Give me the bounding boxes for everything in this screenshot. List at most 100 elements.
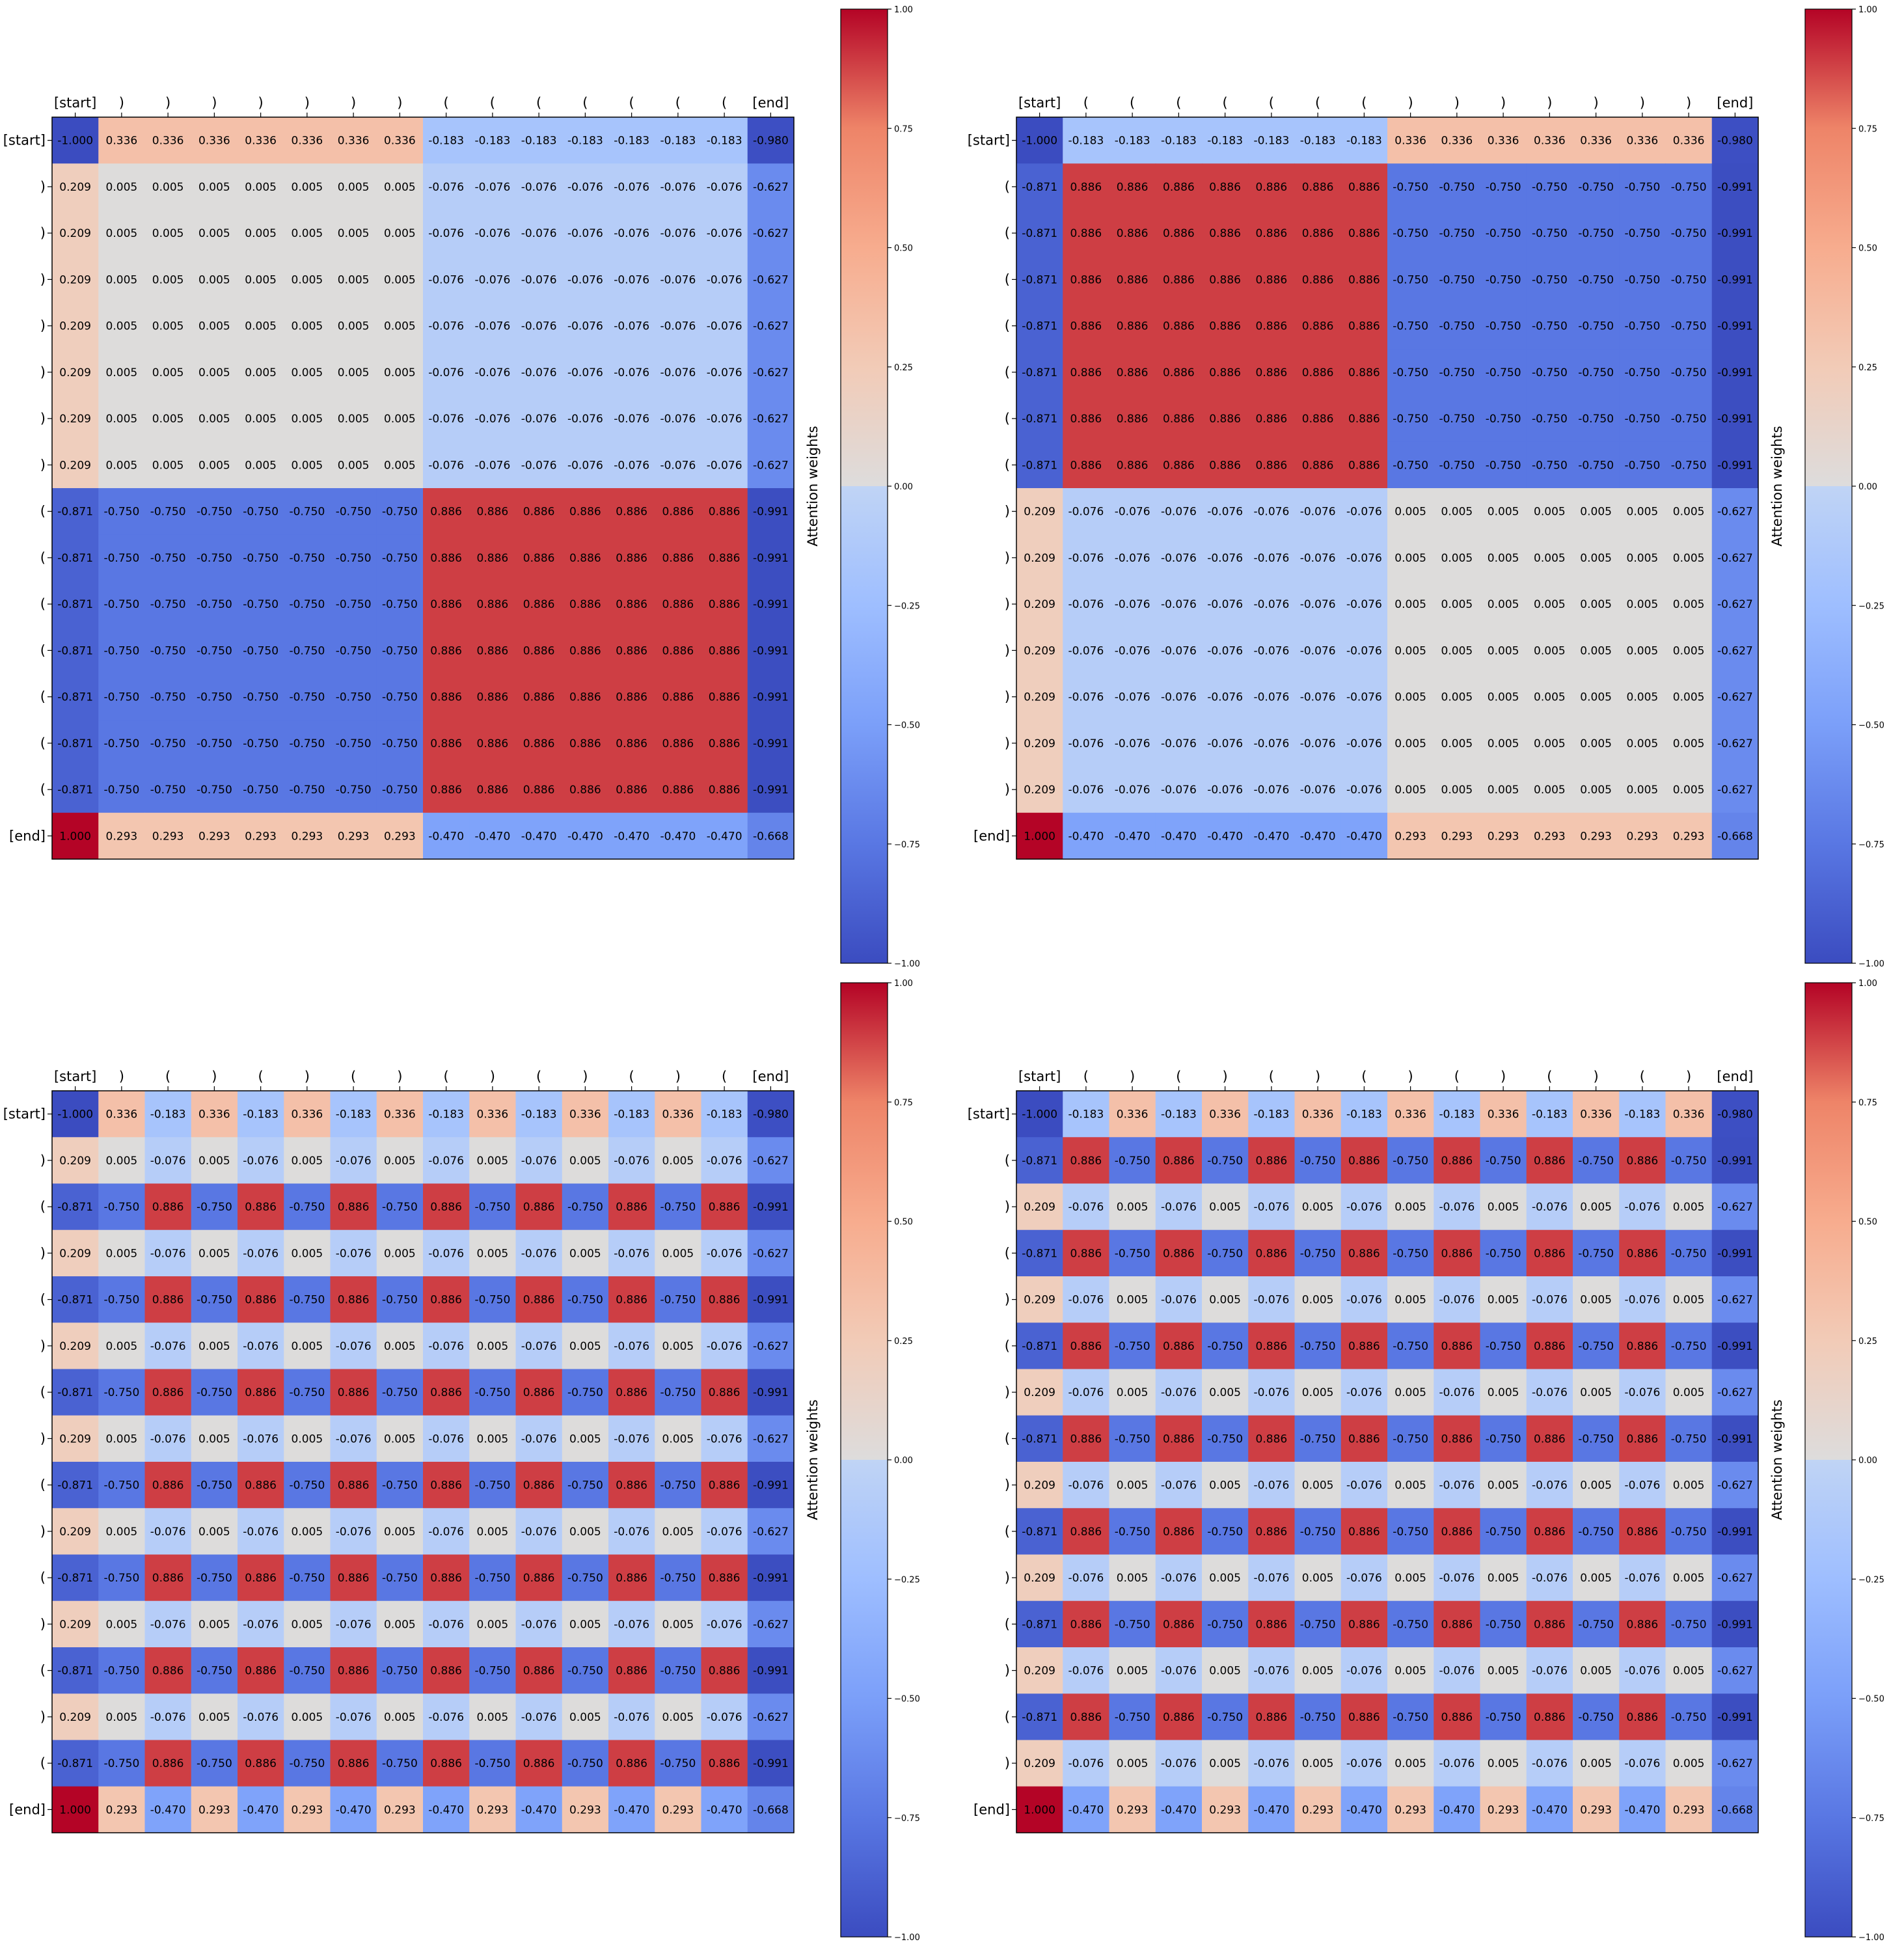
cell-value-label: -0.750 xyxy=(243,737,279,750)
heatmap-cell xyxy=(1340,1647,1388,1694)
heatmap-cell xyxy=(1340,488,1388,535)
cell-value-label: -0.871 xyxy=(57,644,93,657)
heatmap-cell xyxy=(1526,766,1573,814)
heatmap-cell xyxy=(469,163,516,210)
heatmap-cell xyxy=(284,1276,331,1323)
heatmap-cell xyxy=(1711,117,1759,164)
cell-value-label: 0.886 xyxy=(523,784,555,797)
cell-value-label: 0.886 xyxy=(1163,459,1195,472)
cell-value-label: 0.005 xyxy=(106,273,138,286)
heatmap-cell xyxy=(238,1740,284,1787)
cell-value-label: -0.076 xyxy=(567,459,603,472)
cell-value-label: -0.750 xyxy=(1671,320,1707,333)
cell-value-label: 0.005 xyxy=(1673,691,1705,704)
heatmap-cell xyxy=(1526,1786,1573,1833)
heatmap-cell xyxy=(423,1508,470,1555)
cell-value-label: 0.886 xyxy=(1534,1247,1566,1260)
cell-value-label: 0.336 xyxy=(1394,135,1426,148)
heatmap-cell xyxy=(1434,163,1480,210)
heatmap-cell xyxy=(1294,303,1342,349)
y-tick-label: ( xyxy=(40,1663,46,1679)
cell-value-label: 0.886 xyxy=(477,552,509,565)
cell-value-label: -0.076 xyxy=(1207,506,1243,519)
y-tick-label: ) xyxy=(40,1153,46,1168)
cell-value-label: 0.293 xyxy=(1441,830,1473,843)
heatmap-frame xyxy=(1016,1090,1759,1833)
heatmap-cell xyxy=(1340,812,1388,860)
x-tick-label: [end] xyxy=(1717,95,1753,111)
cell-value-label: -0.076 xyxy=(428,1711,464,1724)
heatmap-cell xyxy=(1573,303,1620,349)
heatmap-cell xyxy=(1480,1600,1527,1648)
cell-value-label: 0.293 xyxy=(1394,1803,1426,1816)
cell-value-label: -0.470 xyxy=(1300,830,1336,843)
cell-value-label: -0.750 xyxy=(243,644,279,657)
heatmap-cell xyxy=(1434,1508,1480,1555)
cell-value-label: 0.886 xyxy=(1348,320,1380,333)
heatmap-panel-2: -1.000 -0.183 -0.183 -0.183 -0.183 -0.183 -0.1… xyxy=(968,5,1884,969)
cell-value-label: 0.005 xyxy=(1394,1479,1426,1492)
heatmap-cell xyxy=(144,441,192,489)
cell-value-label: 0.005 xyxy=(198,227,230,240)
cell-value-label: 0.209 xyxy=(59,413,91,426)
cell-value-label: -0.076 xyxy=(243,1247,279,1260)
heatmap-cell xyxy=(1619,1508,1666,1555)
y-tick-label: ( xyxy=(1005,1338,1010,1354)
cell-value-label: -0.750 xyxy=(1393,227,1428,240)
cell-value-label: -0.076 xyxy=(1161,784,1197,797)
heatmap-cell xyxy=(191,1369,238,1416)
heatmap-cell xyxy=(376,349,424,396)
cell-value-label: 0.005 xyxy=(198,413,230,426)
heatmap-cell xyxy=(655,303,701,349)
cell-value-label: 0.005 xyxy=(198,1432,230,1446)
cell-value-label: -0.627 xyxy=(1717,1294,1753,1307)
cell-value-label: -0.750 xyxy=(150,691,186,704)
heatmap-cell xyxy=(1434,627,1480,674)
cell-value-label: -0.076 xyxy=(150,1340,186,1353)
heatmap-cell xyxy=(1573,1369,1620,1416)
heatmap-cell xyxy=(1573,163,1620,210)
heatmap-cell xyxy=(1063,163,1109,210)
cell-value-label: 0.886 xyxy=(1256,459,1288,472)
heatmap-cell xyxy=(1573,627,1620,674)
cell-value-label: -0.076 xyxy=(1161,552,1197,565)
cell-value-label: 0.005 xyxy=(662,1247,694,1260)
cell-value-label: -0.750 xyxy=(150,506,186,519)
cell-value-label: 0.886 xyxy=(569,506,601,519)
cell-value-label: 0.005 xyxy=(1394,506,1426,519)
heatmap-cell xyxy=(1619,1183,1666,1231)
heatmap-cell xyxy=(1155,581,1203,628)
cell-value-label: -0.668 xyxy=(753,1803,789,1816)
heatmap-cell xyxy=(1711,1183,1759,1231)
cell-value-label: -0.750 xyxy=(567,1479,603,1492)
heatmap-cell xyxy=(1480,1693,1527,1740)
heatmap-cell xyxy=(284,1369,331,1416)
heatmap-cell xyxy=(1202,210,1249,257)
cell-value-label: 0.005 xyxy=(106,413,138,426)
heatmap-panel-3: -1.000 0.336 -0.183 0.336 -0.183 0.336 -0.183 0… xyxy=(3,979,920,1943)
cell-value-label: 0.005 xyxy=(1441,691,1473,704)
cell-value-label: -0.627 xyxy=(1717,1479,1753,1492)
cell-value-label: 0.886 xyxy=(1441,1711,1473,1724)
heatmap-cell xyxy=(747,1183,795,1231)
heatmap-cell xyxy=(515,1322,563,1369)
x-tick-label: [start] xyxy=(54,1069,96,1084)
cell-value-label: 0.005 xyxy=(152,413,184,426)
heatmap-cell xyxy=(98,1554,145,1602)
cell-value-label: 0.005 xyxy=(477,1155,509,1168)
cell-value-label: -0.991 xyxy=(753,598,789,611)
cell-value-label: -0.991 xyxy=(1717,1618,1753,1631)
cell-value-label: 0.886 xyxy=(569,691,601,704)
heatmap-cell xyxy=(1619,349,1666,396)
heatmap-cell xyxy=(655,720,701,767)
heatmap-cell xyxy=(655,1415,701,1462)
cell-value-label: 0.005 xyxy=(662,1618,694,1631)
heatmap-cell xyxy=(376,395,424,443)
heatmap-cell xyxy=(1063,1415,1109,1462)
heatmap-cell xyxy=(144,1091,192,1138)
cell-value-label: 0.886 xyxy=(709,552,741,565)
cell-value-label: -0.076 xyxy=(428,1340,464,1353)
x-tick-label: ( xyxy=(258,1069,264,1084)
cell-value-label: -0.076 xyxy=(521,1526,557,1539)
heatmap-cell xyxy=(376,1183,424,1231)
